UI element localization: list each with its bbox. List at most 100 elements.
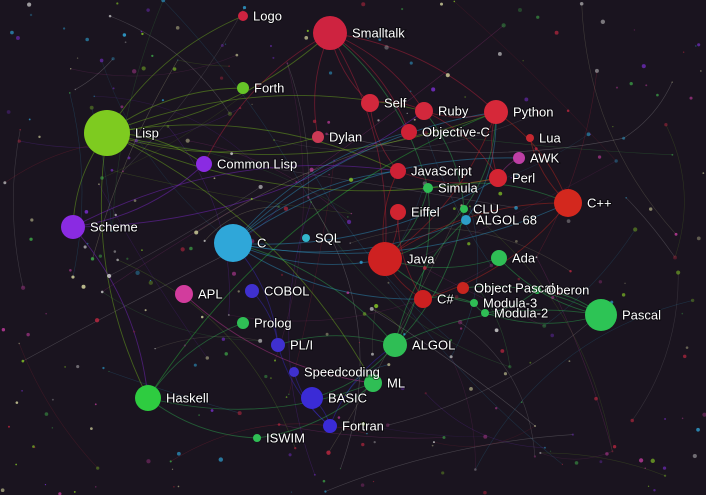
background-dot [423, 131, 428, 136]
background-dot [378, 38, 382, 42]
background-dot [44, 484, 47, 486]
background-dot [326, 450, 331, 455]
background-dot [144, 309, 147, 312]
graph-node-objective-c[interactable] [401, 124, 417, 140]
graph-node-ml[interactable] [364, 374, 382, 392]
graph-node-scheme[interactable] [61, 215, 85, 239]
graph-node-apl[interactable] [175, 285, 193, 303]
graph-node-perl[interactable] [489, 169, 507, 187]
graph-node-self[interactable] [361, 94, 379, 112]
graph-node-common-lisp[interactable] [196, 156, 212, 172]
graph-node-lua[interactable] [526, 134, 534, 142]
background-dot [205, 356, 210, 360]
decorative-edge [536, 257, 613, 452]
graph-node-modula-2[interactable] [481, 309, 489, 317]
graph-node-iswim[interactable] [253, 434, 261, 442]
background-dot [272, 56, 275, 59]
background-dot [644, 467, 646, 469]
background-dot [62, 27, 66, 30]
background-dot [406, 112, 408, 115]
background-dot [21, 390, 23, 392]
graph-node-sql[interactable] [302, 234, 310, 242]
background-dot [306, 196, 310, 199]
graph-node-python[interactable] [484, 100, 508, 124]
graph-node-prolog[interactable] [237, 317, 249, 329]
influence-edge-C-JavaScript [232, 170, 399, 244]
decorative-edge [69, 92, 83, 278]
graph-node-c[interactable] [214, 224, 252, 262]
background-dot [696, 427, 700, 432]
graph-node-pl-i[interactable] [271, 338, 285, 352]
graph-node-clu[interactable] [460, 205, 468, 213]
graph-node-pascal[interactable] [585, 299, 617, 331]
graph-node-forth[interactable] [237, 82, 249, 94]
graph-node-modula-3[interactable] [470, 299, 478, 307]
graph-node-oberon[interactable] [533, 286, 541, 294]
background-dot [29, 237, 33, 241]
graph-node-ada[interactable] [491, 250, 507, 266]
background-dot [372, 480, 375, 483]
decorative-edge [363, 423, 486, 438]
background-dot [237, 290, 240, 293]
graph-node-algol[interactable] [383, 333, 407, 357]
background-dot [624, 282, 626, 285]
decorative-edge [296, 25, 504, 183]
background-dot [328, 174, 330, 176]
background-dot [198, 414, 200, 416]
background-dot [384, 45, 389, 50]
graph-node-haskell[interactable] [135, 385, 161, 411]
background-dot [110, 168, 114, 172]
background-dot [385, 423, 390, 427]
decorative-edge [631, 272, 679, 421]
background-dot [313, 473, 316, 476]
background-dot [514, 206, 518, 210]
graph-node-c[interactable] [414, 290, 432, 308]
background-dot [598, 280, 603, 284]
influence-edge-ALGOL-C [232, 242, 396, 346]
graph-node-ruby[interactable] [415, 102, 433, 120]
graph-node-eiffel[interactable] [390, 204, 406, 220]
decorative-edge [625, 197, 676, 258]
graph-node-javascript[interactable] [390, 163, 406, 179]
graph-node-fortran[interactable] [323, 419, 337, 433]
decorative-edge [108, 371, 240, 414]
graph-node-java[interactable] [368, 242, 402, 276]
graph-node-lisp[interactable] [84, 110, 130, 156]
background-dot [483, 434, 488, 439]
background-dot [449, 339, 453, 342]
background-dot [219, 76, 224, 80]
background-dot [664, 417, 667, 420]
background-dot [387, 281, 390, 284]
background-dot [571, 433, 575, 436]
graph-node-dylan[interactable] [312, 131, 324, 143]
decorative-edge [177, 59, 230, 67]
graph-node-cobol[interactable] [245, 284, 259, 298]
node-label-logo: Logo [253, 9, 282, 24]
background-dot [671, 153, 674, 156]
graph-node-simula[interactable] [423, 183, 433, 193]
background-dot [615, 86, 619, 89]
background-dot [474, 468, 477, 471]
background-dot [71, 275, 75, 279]
background-dot [141, 32, 144, 36]
influence-edge-Haskell-Python [147, 111, 497, 399]
decorative-edge [425, 133, 492, 266]
graph-node-smalltalk[interactable] [313, 16, 347, 50]
background-dot [469, 205, 471, 208]
decorative-edge [288, 202, 316, 475]
influence-edge-ALGOL 68-C [232, 219, 467, 253]
graph-node-c[interactable] [554, 189, 582, 217]
node-label-ruby: Ruby [438, 104, 469, 119]
background-dot [322, 479, 326, 483]
graph-node-algol-68[interactable] [461, 215, 471, 225]
graph-node-basic[interactable] [301, 387, 323, 409]
graph-node-speedcoding[interactable] [289, 367, 299, 377]
graph-node-awk[interactable] [513, 152, 525, 164]
background-dot [120, 105, 124, 109]
graph-node-object-pascal[interactable] [457, 282, 469, 294]
background-dot [432, 441, 435, 444]
background-dot [536, 15, 540, 19]
graph-node-logo[interactable] [238, 11, 248, 21]
background-dot [269, 377, 272, 380]
